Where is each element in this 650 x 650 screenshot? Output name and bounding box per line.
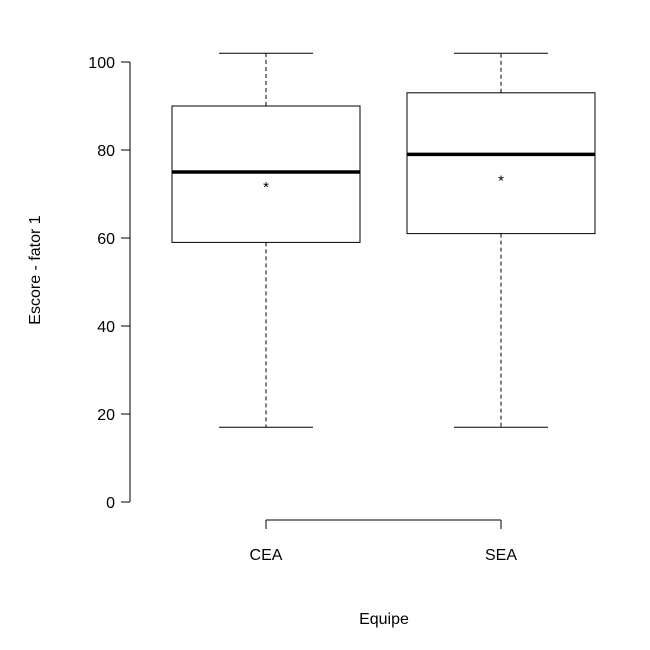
x-tick-label: CEA [250, 547, 283, 564]
y-tick-label: 60 [97, 231, 115, 248]
y-axis-title: Escore - fator 1 [27, 215, 44, 324]
y-tick-label: 80 [97, 143, 115, 160]
y-axis: 0 20 40 60 80 100 [88, 55, 131, 512]
iqr-box [171, 105, 361, 243]
mean-marker: * [263, 179, 269, 196]
boxes-group: * * [171, 52, 596, 428]
x-axis-title: Equipe [359, 611, 409, 628]
box-sea: * [406, 52, 596, 428]
mean-marker: * [498, 172, 504, 189]
y-tick-label: 0 [106, 495, 115, 512]
box-cea: * [171, 52, 361, 428]
y-tick-label: 100 [88, 55, 115, 72]
x-tick-label: SEA [485, 547, 517, 564]
x-axis: CEA SEA [250, 519, 517, 564]
y-tick-label: 40 [97, 319, 115, 336]
y-tick-label: 20 [97, 407, 115, 424]
iqr-box [406, 92, 596, 235]
